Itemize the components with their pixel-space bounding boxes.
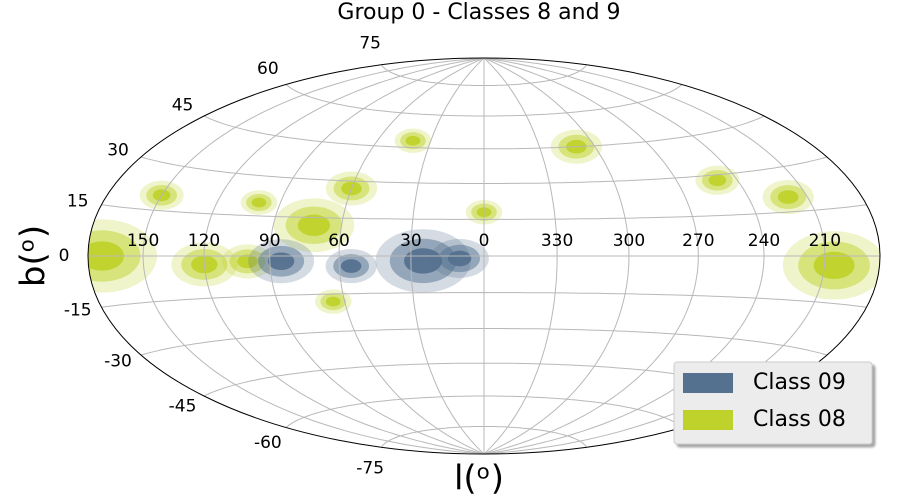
sky-boundary xyxy=(87,57,881,455)
legend-swatch xyxy=(683,410,733,430)
legend-label: Class 08 xyxy=(753,407,846,432)
grid-line xyxy=(101,204,867,221)
density-level xyxy=(297,214,331,236)
y-tick-label: -45 xyxy=(169,397,197,417)
grid-line xyxy=(140,156,828,184)
grid-line xyxy=(381,64,587,86)
y-tick-label: 45 xyxy=(172,95,194,115)
legend-label: Class 09 xyxy=(753,370,846,395)
grid-line xyxy=(101,291,867,308)
x-axis-label: l(ᵒ) xyxy=(454,459,504,499)
density-level xyxy=(404,248,443,274)
tick-labels: 150 120 90 60 30 0 330 300 270 240 21075604530150-… xyxy=(59,34,842,479)
x-tick-label: 330 xyxy=(541,231,573,251)
grid-line xyxy=(285,84,683,117)
x-tick-label: 60 xyxy=(328,231,350,251)
x-tick-label: 0 xyxy=(479,231,490,251)
y-tick-label: 15 xyxy=(67,192,89,212)
density-level xyxy=(447,250,472,267)
x-tick-label: 90 xyxy=(259,231,281,251)
y-tick-label: -15 xyxy=(64,300,92,320)
chart-title: Group 0 - Classes 8 and 9 xyxy=(337,0,620,25)
density-level xyxy=(340,259,362,273)
legend: Class 09 Class 08 xyxy=(673,361,873,445)
density-level xyxy=(405,135,421,146)
y-axis-label: b(ᵒ) xyxy=(14,225,54,287)
x-tick-label: 240 xyxy=(748,231,780,251)
grid-line xyxy=(381,426,587,448)
density-level xyxy=(325,296,341,307)
y-tick-label: 30 xyxy=(107,140,129,160)
density-level xyxy=(777,190,799,204)
density-level xyxy=(267,252,295,271)
grid-line xyxy=(285,395,683,428)
x-tick-label: 150 xyxy=(127,231,159,251)
y-tick-label: -60 xyxy=(254,433,282,453)
x-tick-label: 270 xyxy=(682,231,714,251)
density-level xyxy=(237,254,258,269)
y-tick-label: -30 xyxy=(104,352,132,372)
x-tick-label: 30 xyxy=(400,231,422,251)
y-tick-label: 0 xyxy=(59,246,70,266)
density-level xyxy=(251,197,267,208)
y-tick-label: -75 xyxy=(356,458,384,478)
x-tick-label: 120 xyxy=(188,231,220,251)
density-level xyxy=(708,174,727,187)
y-tick-label: 75 xyxy=(359,34,381,54)
legend-swatch xyxy=(683,373,733,393)
y-tick-label: 60 xyxy=(257,59,279,79)
grid-line xyxy=(203,115,765,150)
x-tick-label: 300 xyxy=(613,231,645,251)
graticule xyxy=(88,57,880,455)
grid-line xyxy=(140,328,828,356)
x-tick-label: 210 xyxy=(809,231,841,251)
